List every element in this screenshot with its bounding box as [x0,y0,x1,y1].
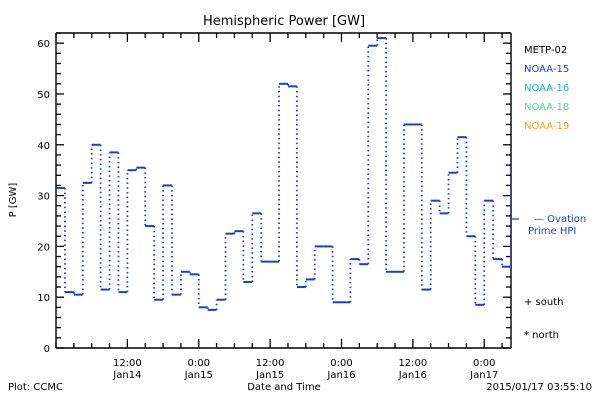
x-tick-time: 0:00 [330,358,352,369]
footer-timestamp: 2015/01/17 03:55:10 [486,382,592,393]
y-tick-label: 60 [37,39,50,50]
y-axis-label: P [GW] [8,183,19,218]
x-tick-time: 12:00 [398,358,427,369]
legend-item-noaa-19[interactable]: NOAA-19 [524,121,569,132]
footer-left: Plot: CCMC [8,382,63,393]
x-tick-time: 12:00 [256,358,285,369]
page-title: Hemispheric Power [GW] [203,14,365,29]
legend-item-noaa-16[interactable]: NOAA-16 [524,83,569,94]
legend-item-noaa-18[interactable]: NOAA-18 [524,102,569,113]
legend-item-metp-02[interactable]: METP-02 [524,45,567,56]
legend-item-ovation-prime-hpi-line2[interactable]: Prime HPI [528,226,576,237]
data-series-ovation [56,37,512,311]
x-tick-date: Jan15 [184,370,213,381]
legend: METP-02 NOAA-15 NOAA-16 NOAA-18 NOAA-19 — Ova… [511,45,586,341]
x-tick-date: Jan16 [398,370,427,381]
plot-frame [55,32,512,349]
x-axis-label: Date and Time [247,382,321,393]
x-tick-time: 12:00 [113,358,142,369]
x-tick-date: Jan14 [112,370,141,381]
x-tick-date: Jan15 [255,370,284,381]
y-tick-label: 30 [37,192,50,203]
legend-item-ovation-prime-hpi[interactable]: — Ovation [534,214,586,225]
x-tick-time: 0:00 [473,358,495,369]
y-tick-label: 50 [37,90,50,101]
y-tick-label: 20 [37,242,50,253]
y-tick-label: 40 [37,141,50,152]
legend-item-noaa-15[interactable]: NOAA-15 [524,64,569,75]
x-axis-ticks: 12:00Jan140:00Jan1512:00Jan150:00Jan1612… [55,33,503,381]
x-tick-date: Jan16 [326,370,355,381]
legend-marker-north: * north [524,330,559,341]
legend-marker-south: + south [524,297,563,308]
y-tick-label: 0 [44,344,50,355]
y-axis-ticks: 0 10 20 30 40 50 60 [37,32,511,355]
x-tick-date: Jan17 [469,370,498,381]
x-tick-time: 0:00 [188,358,210,369]
y-tick-label: 10 [37,293,50,304]
